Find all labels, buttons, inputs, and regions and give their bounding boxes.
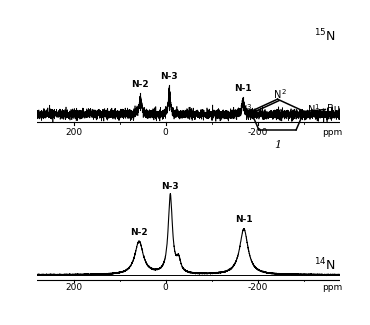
Text: 1: 1: [314, 104, 319, 111]
Text: -200: -200: [248, 128, 268, 137]
Text: 0: 0: [163, 128, 169, 137]
Text: ppm: ppm: [322, 283, 343, 292]
Text: N-1: N-1: [235, 215, 253, 225]
Text: N: N: [275, 90, 282, 99]
Text: ppm: ppm: [322, 128, 343, 137]
Text: 1: 1: [274, 140, 281, 150]
Text: N-3: N-3: [161, 72, 178, 81]
Text: N-2: N-2: [130, 228, 148, 237]
Text: N-3: N-3: [161, 182, 179, 191]
Text: N: N: [308, 105, 315, 115]
Text: 200: 200: [65, 283, 83, 292]
Text: 200: 200: [65, 128, 83, 137]
Text: 0: 0: [163, 283, 169, 292]
Text: N-2: N-2: [132, 80, 149, 89]
Text: $^{15}$N: $^{15}$N: [314, 28, 336, 45]
Text: $^{14}$N: $^{14}$N: [314, 257, 336, 273]
Text: 3: 3: [246, 104, 251, 111]
Text: N-1: N-1: [234, 84, 252, 93]
Text: 2: 2: [281, 88, 286, 95]
Text: N: N: [240, 105, 247, 115]
Text: Bu: Bu: [327, 104, 340, 114]
Text: -200: -200: [248, 283, 268, 292]
